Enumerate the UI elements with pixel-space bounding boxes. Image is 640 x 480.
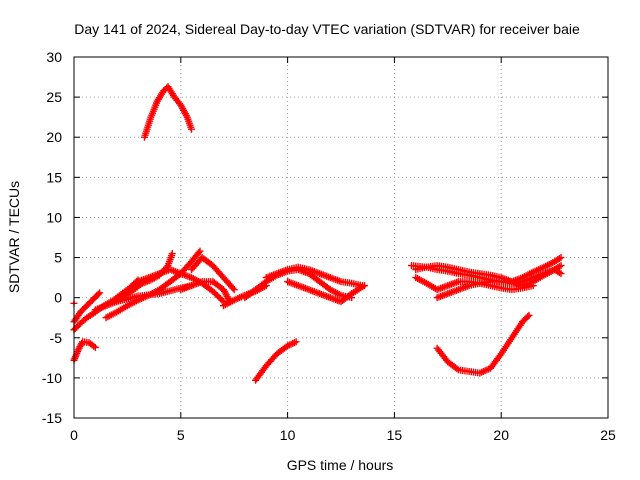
data-point [555,255,563,263]
data-point [229,284,237,292]
x-tick-label: 20 [493,427,509,443]
data-point [453,365,461,373]
plot-frame [73,56,609,419]
x-tick-label: 15 [387,427,403,443]
data-point [90,342,98,350]
axis-ticks: 0 5 10 15 20 25 -15 -10 -5 0 5 10 15 20 25 30 [42,49,616,443]
data-point [525,311,533,319]
data-point [230,286,238,294]
data-point [524,313,532,321]
data-point [196,247,204,255]
chart-title: Day 141 of 2024, Sidereal Day-to-day VTE… [74,21,580,37]
y-tick-label: 15 [46,169,62,185]
series-arc-7 [91,282,195,314]
series-arc-15 [140,83,195,141]
data-point [557,262,565,270]
grid-lines [74,57,608,418]
y-tick-label: 30 [46,49,62,65]
x-tick-label: 5 [177,427,185,443]
y-tick-label: 0 [54,290,62,306]
y-axis-label: SDTVAR / TECUs [6,181,22,293]
series-arc-20 [519,266,565,290]
data-point [96,289,104,297]
x-tick-label: 0 [70,427,78,443]
y-tick-label: -5 [50,330,63,346]
data-point [195,249,203,257]
x-tick-label: 25 [600,427,616,443]
y-tick-label: 5 [54,250,62,266]
data-point [555,263,563,271]
data-point [168,250,176,258]
series-arc-8 [187,254,238,294]
data-point [557,254,565,262]
y-tick-label: 20 [46,129,62,145]
y-tick-label: 10 [46,209,62,225]
x-axis-label: GPS time / hours [287,457,394,473]
data-point [91,343,99,351]
series-arc-14 [252,338,300,384]
data-point [94,290,102,298]
data-point [557,270,565,278]
data-point [292,338,300,346]
data-point [218,296,226,304]
series-arc-13 [284,278,368,306]
data-point [360,282,368,290]
y-tick-label: -10 [42,370,62,386]
series-arc-3 [70,338,99,364]
series-arc-21 [433,311,533,377]
data-point [555,269,563,277]
data-points [70,83,565,384]
series-arc-9 [177,278,234,306]
data-point [187,125,195,133]
y-tick-label: -15 [42,410,62,426]
x-tick-label: 10 [280,427,296,443]
y-tick-label: 25 [46,89,62,105]
